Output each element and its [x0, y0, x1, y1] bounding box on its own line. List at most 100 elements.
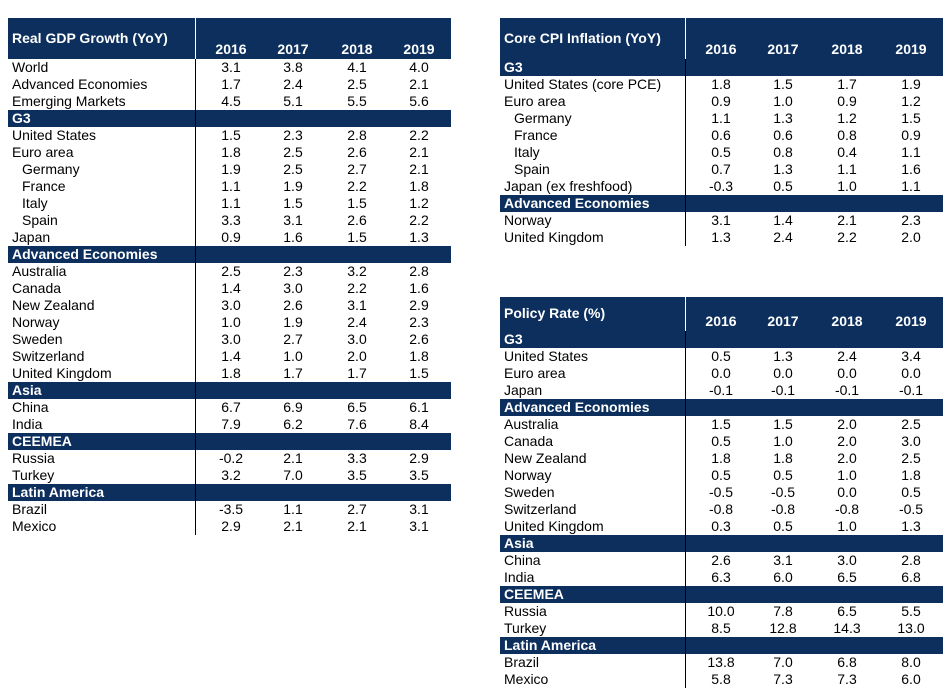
cell-value: 2.5 [221, 263, 241, 279]
cell-value: 6.0 [773, 569, 793, 585]
gdp-growth-table: Real GDP Growth (YoY) 2016 2017 2018 2019 Wor… [8, 18, 451, 535]
cell-value: 0.3 [711, 518, 731, 534]
row-label: Japan [12, 229, 51, 245]
table-row: Mexico 2.9 2.1 2.1 3.1 [8, 518, 451, 535]
cell-value: 1.7 [221, 76, 241, 92]
table-row: Euro area 0.9 1.0 0.9 1.2 [500, 93, 943, 110]
cell-value: 2.9 [409, 450, 429, 466]
cell-value: 3.1 [773, 552, 793, 568]
cell-value: 1.1 [901, 178, 921, 194]
cell-value: 1.3 [773, 110, 793, 126]
cell-value: 1.5 [347, 229, 367, 245]
cell-value: 4.1 [347, 59, 367, 75]
cell-value: 1.8 [711, 76, 731, 92]
cell-value: 1.5 [409, 365, 429, 381]
row-label: Euro area [12, 144, 74, 160]
table-row: Russia 10.0 7.8 6.5 5.5 [500, 603, 943, 620]
cell-value: 0.5 [773, 178, 793, 194]
row-label: France [514, 127, 558, 143]
cell-value: 2.6 [347, 144, 367, 160]
row-label: United Kingdom [504, 518, 604, 534]
cell-value: 12.8 [769, 620, 797, 636]
cell-value: 0.9 [711, 93, 731, 109]
table-row: Japan 0.9 1.6 1.5 1.3 [8, 229, 451, 246]
table-row: United States 0.5 1.3 2.4 3.4 [500, 348, 943, 365]
cell-value: 1.2 [901, 93, 921, 109]
table-row: Italy 0.5 0.8 0.4 1.1 [500, 144, 943, 161]
row-label: Sweden [504, 484, 555, 500]
cell-value: -0.1 [834, 382, 860, 398]
row-label: Germany [514, 110, 572, 126]
table-row: Germany 1.9 2.5 2.7 2.1 [8, 161, 451, 178]
cell-value: 2.4 [773, 229, 793, 245]
year-header: 2018 [831, 41, 863, 57]
cell-value: 1.5 [773, 76, 793, 92]
row-label: Australia [12, 263, 67, 279]
cell-value: 2.6 [283, 297, 303, 313]
cell-value: 6.9 [283, 399, 303, 415]
header-divider [685, 297, 686, 331]
cell-value: 1.9 [221, 161, 241, 177]
table-row: Emerging Markets 4.5 5.1 5.5 5.6 [8, 93, 451, 110]
cell-value: 2.1 [283, 518, 303, 534]
cell-value: 2.1 [283, 450, 303, 466]
cell-value: 1.5 [901, 110, 921, 126]
cell-value: 0.7 [711, 161, 731, 177]
cell-value: 2.5 [347, 76, 367, 92]
cell-value: 1.6 [409, 280, 429, 296]
cell-value: 2.2 [347, 280, 367, 296]
table-row: Spain 3.3 3.1 2.6 2.2 [8, 212, 451, 229]
row-label: Turkey [504, 620, 547, 636]
table-row: Australia 1.5 1.5 2.0 2.5 [500, 416, 943, 433]
table-header: Policy Rate (%) 2016 2017 2018 2019 [500, 297, 943, 331]
cell-value: 2.6 [409, 331, 429, 347]
section-label: G3 [504, 59, 523, 75]
cell-value: 0.5 [773, 518, 793, 534]
cell-value: 2.8 [901, 552, 921, 568]
year-header: 2016 [705, 313, 737, 329]
row-label: United Kingdom [12, 365, 112, 381]
cell-value: 1.5 [283, 195, 303, 211]
cell-value: 3.0 [837, 552, 857, 568]
section-header-advanced-economies: Advanced Economies [500, 399, 943, 416]
cell-value: 13.8 [707, 654, 735, 670]
cell-value: 2.3 [901, 212, 921, 228]
row-label: World [12, 59, 49, 75]
cell-value: 3.0 [901, 433, 921, 449]
cell-value: 3.1 [221, 59, 241, 75]
row-label: Norway [504, 212, 552, 228]
section-label: Asia [504, 535, 534, 551]
year-header: 2018 [341, 41, 373, 57]
cell-value: 3.0 [221, 331, 241, 347]
cell-value: 3.2 [221, 467, 241, 483]
section-label: Asia [12, 382, 42, 398]
section-label: Advanced Economies [504, 399, 650, 415]
section-label: Latin America [504, 637, 597, 653]
row-label: Turkey [12, 467, 55, 483]
cell-value: 0.9 [221, 229, 241, 245]
cell-value: 0.8 [773, 144, 793, 160]
cell-value: 8.0 [901, 654, 921, 670]
section-header-latin-america: Latin America [500, 637, 943, 654]
cell-value: 3.0 [221, 297, 241, 313]
row-label: United States [504, 348, 589, 364]
row-label: Canada [504, 433, 554, 449]
cell-value: 2.9 [409, 297, 429, 313]
cell-value: 2.5 [283, 161, 303, 177]
cell-value: 14.3 [833, 620, 861, 636]
cell-value: 2.9 [221, 518, 241, 534]
table-row: Turkey 8.5 12.8 14.3 13.0 [500, 620, 943, 637]
cell-value: 1.3 [711, 229, 731, 245]
cell-value: 0.8 [837, 127, 857, 143]
cell-value: 7.8 [773, 603, 793, 619]
cell-value: 5.1 [283, 93, 303, 109]
cell-value: 2.1 [409, 76, 429, 92]
header-divider [685, 18, 686, 59]
section-label: Advanced Economies [12, 246, 158, 262]
table-row: United States 1.5 2.3 2.8 2.2 [8, 127, 451, 144]
cell-value: 2.2 [409, 212, 429, 228]
cell-value: 1.2 [837, 110, 857, 126]
row-label: Mexico [12, 518, 57, 534]
section-header-g3: G3 [8, 110, 451, 127]
cell-value: 1.7 [283, 365, 303, 381]
